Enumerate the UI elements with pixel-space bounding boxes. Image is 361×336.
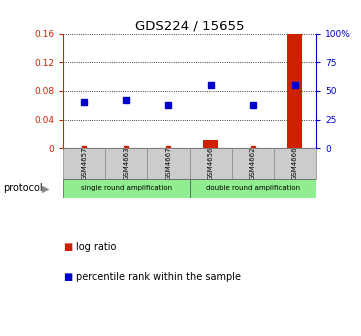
Bar <box>190 149 232 179</box>
Bar <box>287 34 302 149</box>
Text: protocol: protocol <box>4 183 43 194</box>
Text: double round amplification: double round amplification <box>206 185 300 192</box>
Text: GSM4663: GSM4663 <box>123 147 129 180</box>
Text: ■: ■ <box>63 272 73 282</box>
Text: GSM4667: GSM4667 <box>165 147 171 180</box>
Title: GDS224 / 15655: GDS224 / 15655 <box>135 19 244 33</box>
Text: log ratio: log ratio <box>76 242 116 252</box>
Bar <box>63 179 190 198</box>
Text: GSM4656: GSM4656 <box>208 147 214 180</box>
Text: single round amplification: single round amplification <box>81 185 172 192</box>
Bar <box>203 140 218 149</box>
Bar <box>232 149 274 179</box>
Text: GSM4662: GSM4662 <box>250 147 256 180</box>
Text: percentile rank within the sample: percentile rank within the sample <box>76 272 241 282</box>
Text: ■: ■ <box>63 242 73 252</box>
Bar <box>147 149 190 179</box>
Bar <box>190 179 316 198</box>
Text: GSM4666: GSM4666 <box>292 147 298 180</box>
Bar <box>105 149 147 179</box>
Text: GSM4657: GSM4657 <box>81 147 87 180</box>
Bar <box>63 149 105 179</box>
Text: ▶: ▶ <box>42 183 49 194</box>
Bar <box>274 149 316 179</box>
